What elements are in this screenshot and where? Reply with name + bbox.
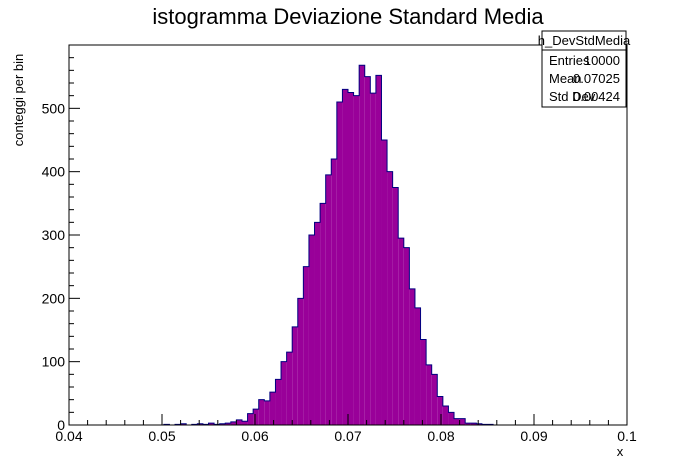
stats-box-frame xyxy=(541,30,627,108)
histogram-bar xyxy=(241,421,248,425)
histogram-bar xyxy=(314,222,321,425)
histogram-bar xyxy=(286,352,293,425)
stats-stddev-value: 0.00424 xyxy=(573,89,620,104)
histogram-bar xyxy=(392,187,399,425)
histogram-bar xyxy=(325,174,332,425)
histogram-bar xyxy=(281,361,287,425)
histogram-bar xyxy=(230,421,237,425)
y-tick-label: 300 xyxy=(42,227,66,243)
histogram-bar xyxy=(308,235,315,425)
histogram-bar xyxy=(370,93,376,425)
stats-box: h_DevStdMedia Entries 10000 Mean 0.07025… xyxy=(538,30,631,108)
histogram-bar xyxy=(353,95,360,426)
histogram-bar xyxy=(409,288,415,425)
stats-entries-label: Entries xyxy=(549,53,590,68)
histogram-bar xyxy=(297,298,304,425)
histogram-bar xyxy=(303,266,309,425)
y-tick-label: 200 xyxy=(42,290,66,306)
stats-histogram-name: h_DevStdMedia xyxy=(538,33,631,48)
histogram-bar xyxy=(426,364,432,425)
x-axis-label: x xyxy=(617,444,624,459)
histogram-bar xyxy=(208,423,215,425)
x-tick-label: 0.06 xyxy=(241,428,268,444)
histogram-bars xyxy=(163,65,494,426)
histogram-bar xyxy=(403,247,410,425)
histogram-bar xyxy=(180,423,187,425)
stats-mean-value: 0.07025 xyxy=(573,71,620,86)
histogram-bar xyxy=(459,418,466,425)
histogram-bar xyxy=(336,102,343,425)
histogram-bar xyxy=(269,392,276,425)
x-tick-label: 0.09 xyxy=(520,428,547,444)
histogram-bar xyxy=(275,379,282,425)
y-tick-label: 100 xyxy=(42,354,66,370)
histogram-bar xyxy=(219,423,226,425)
histogram-bar xyxy=(465,423,471,425)
y-tick-label: 400 xyxy=(42,164,66,180)
stats-mean-label: Mean xyxy=(549,71,582,86)
histogram-bar xyxy=(253,409,259,425)
histogram-bar xyxy=(292,326,298,425)
y-axis-ticks: 0 100 200 300 400 500 xyxy=(42,44,80,433)
histogram-bar xyxy=(197,423,203,425)
y-tick-label: 0 xyxy=(57,417,65,433)
x-tick-label: 0.08 xyxy=(427,428,454,444)
x-tick-label: 0.05 xyxy=(148,428,175,444)
histogram-bar xyxy=(375,75,382,426)
histogram-bar xyxy=(264,400,270,425)
stats-entries-value: 10000 xyxy=(584,53,620,68)
histogram-bar xyxy=(420,339,427,425)
histogram-bar xyxy=(381,140,388,425)
histogram-bar xyxy=(258,399,265,425)
histogram-bar xyxy=(437,396,443,425)
histogram-bar xyxy=(247,413,254,425)
x-tick-label: 0.07 xyxy=(334,428,361,444)
histogram-bar xyxy=(431,374,438,425)
stats-stddev-label: Std Dev xyxy=(549,89,596,104)
histogram-bar xyxy=(414,307,421,425)
histogram-outline xyxy=(163,64,494,426)
y-tick-label: 500 xyxy=(42,100,66,116)
histogram-bar xyxy=(387,171,393,425)
x-tick-label: 0.04 xyxy=(55,428,82,444)
y-axis-label: conteggi per bin xyxy=(11,54,26,147)
histogram-bar xyxy=(448,412,455,425)
histogram-bar xyxy=(331,159,337,425)
histogram-bar xyxy=(442,406,449,425)
histogram-bar xyxy=(454,418,460,425)
histogram-bar xyxy=(320,203,326,425)
x-tick-label: 0.1 xyxy=(617,428,637,444)
histogram-bar xyxy=(470,423,477,425)
chart-title: istogramma Deviazione Standard Media xyxy=(152,4,544,29)
histogram-bar xyxy=(359,65,365,426)
histogram-bar xyxy=(225,423,231,425)
histogram-bar xyxy=(364,76,371,426)
histogram-bar xyxy=(236,419,242,425)
histogram-bar xyxy=(398,238,404,425)
histogram-bar xyxy=(348,92,354,425)
x-axis-ticks: 0.04 0.05 0.06 0.07 0.08 0.09 0.1 xyxy=(55,414,637,444)
histogram-bar xyxy=(476,423,482,425)
histogram-bar xyxy=(342,89,348,425)
